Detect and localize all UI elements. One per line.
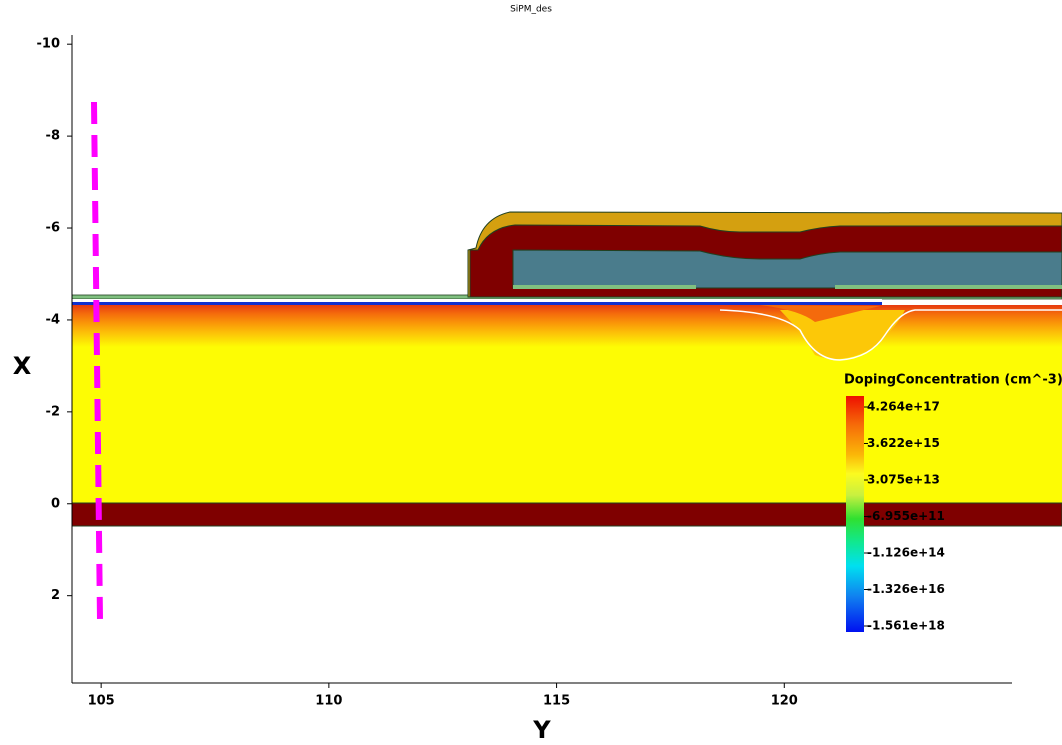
thin-layer [835,285,1062,289]
colorbar-label: -6.955e+11 [867,509,945,523]
y-tick-label: 0 [51,496,60,511]
chart-title: SiPM_des [510,5,552,15]
y-axis-label: X [13,352,32,380]
y-tick-label: -10 [37,37,61,52]
x-axis-label: Y [532,716,551,744]
y-tick-label: -2 [46,404,60,419]
colorbar-label: -1.326e+16 [867,582,945,596]
colorbar-label: -1.561e+18 [867,619,945,633]
y-tick-label: -6 [46,221,60,236]
surface-blue [72,302,882,305]
x-tick-label: 120 [771,694,798,709]
colorbar-label: 4.264e+17 [867,400,940,414]
y-tick-label: 2 [51,588,60,603]
chart: SiPM_des X Y DopingConcentration (cm^-3)… [0,0,1062,745]
colorbar-label: 3.075e+13 [867,473,940,487]
surface-doping [72,305,1062,347]
x-tick-label: 105 [88,694,115,709]
x-tick-label: 110 [315,694,342,709]
colorbar-scale [846,396,864,632]
colorbar-label: -1.126e+14 [867,546,945,560]
y-tick-label: -8 [46,129,60,144]
colorbar-label: 3.622e+15 [867,436,940,450]
x-tick-label: 115 [543,694,570,709]
surface-white [72,299,882,302]
thin-layer [513,285,696,289]
y-tick-label: -4 [46,312,60,327]
colorbar-title: DopingConcentration (cm^-3) [844,373,1062,388]
